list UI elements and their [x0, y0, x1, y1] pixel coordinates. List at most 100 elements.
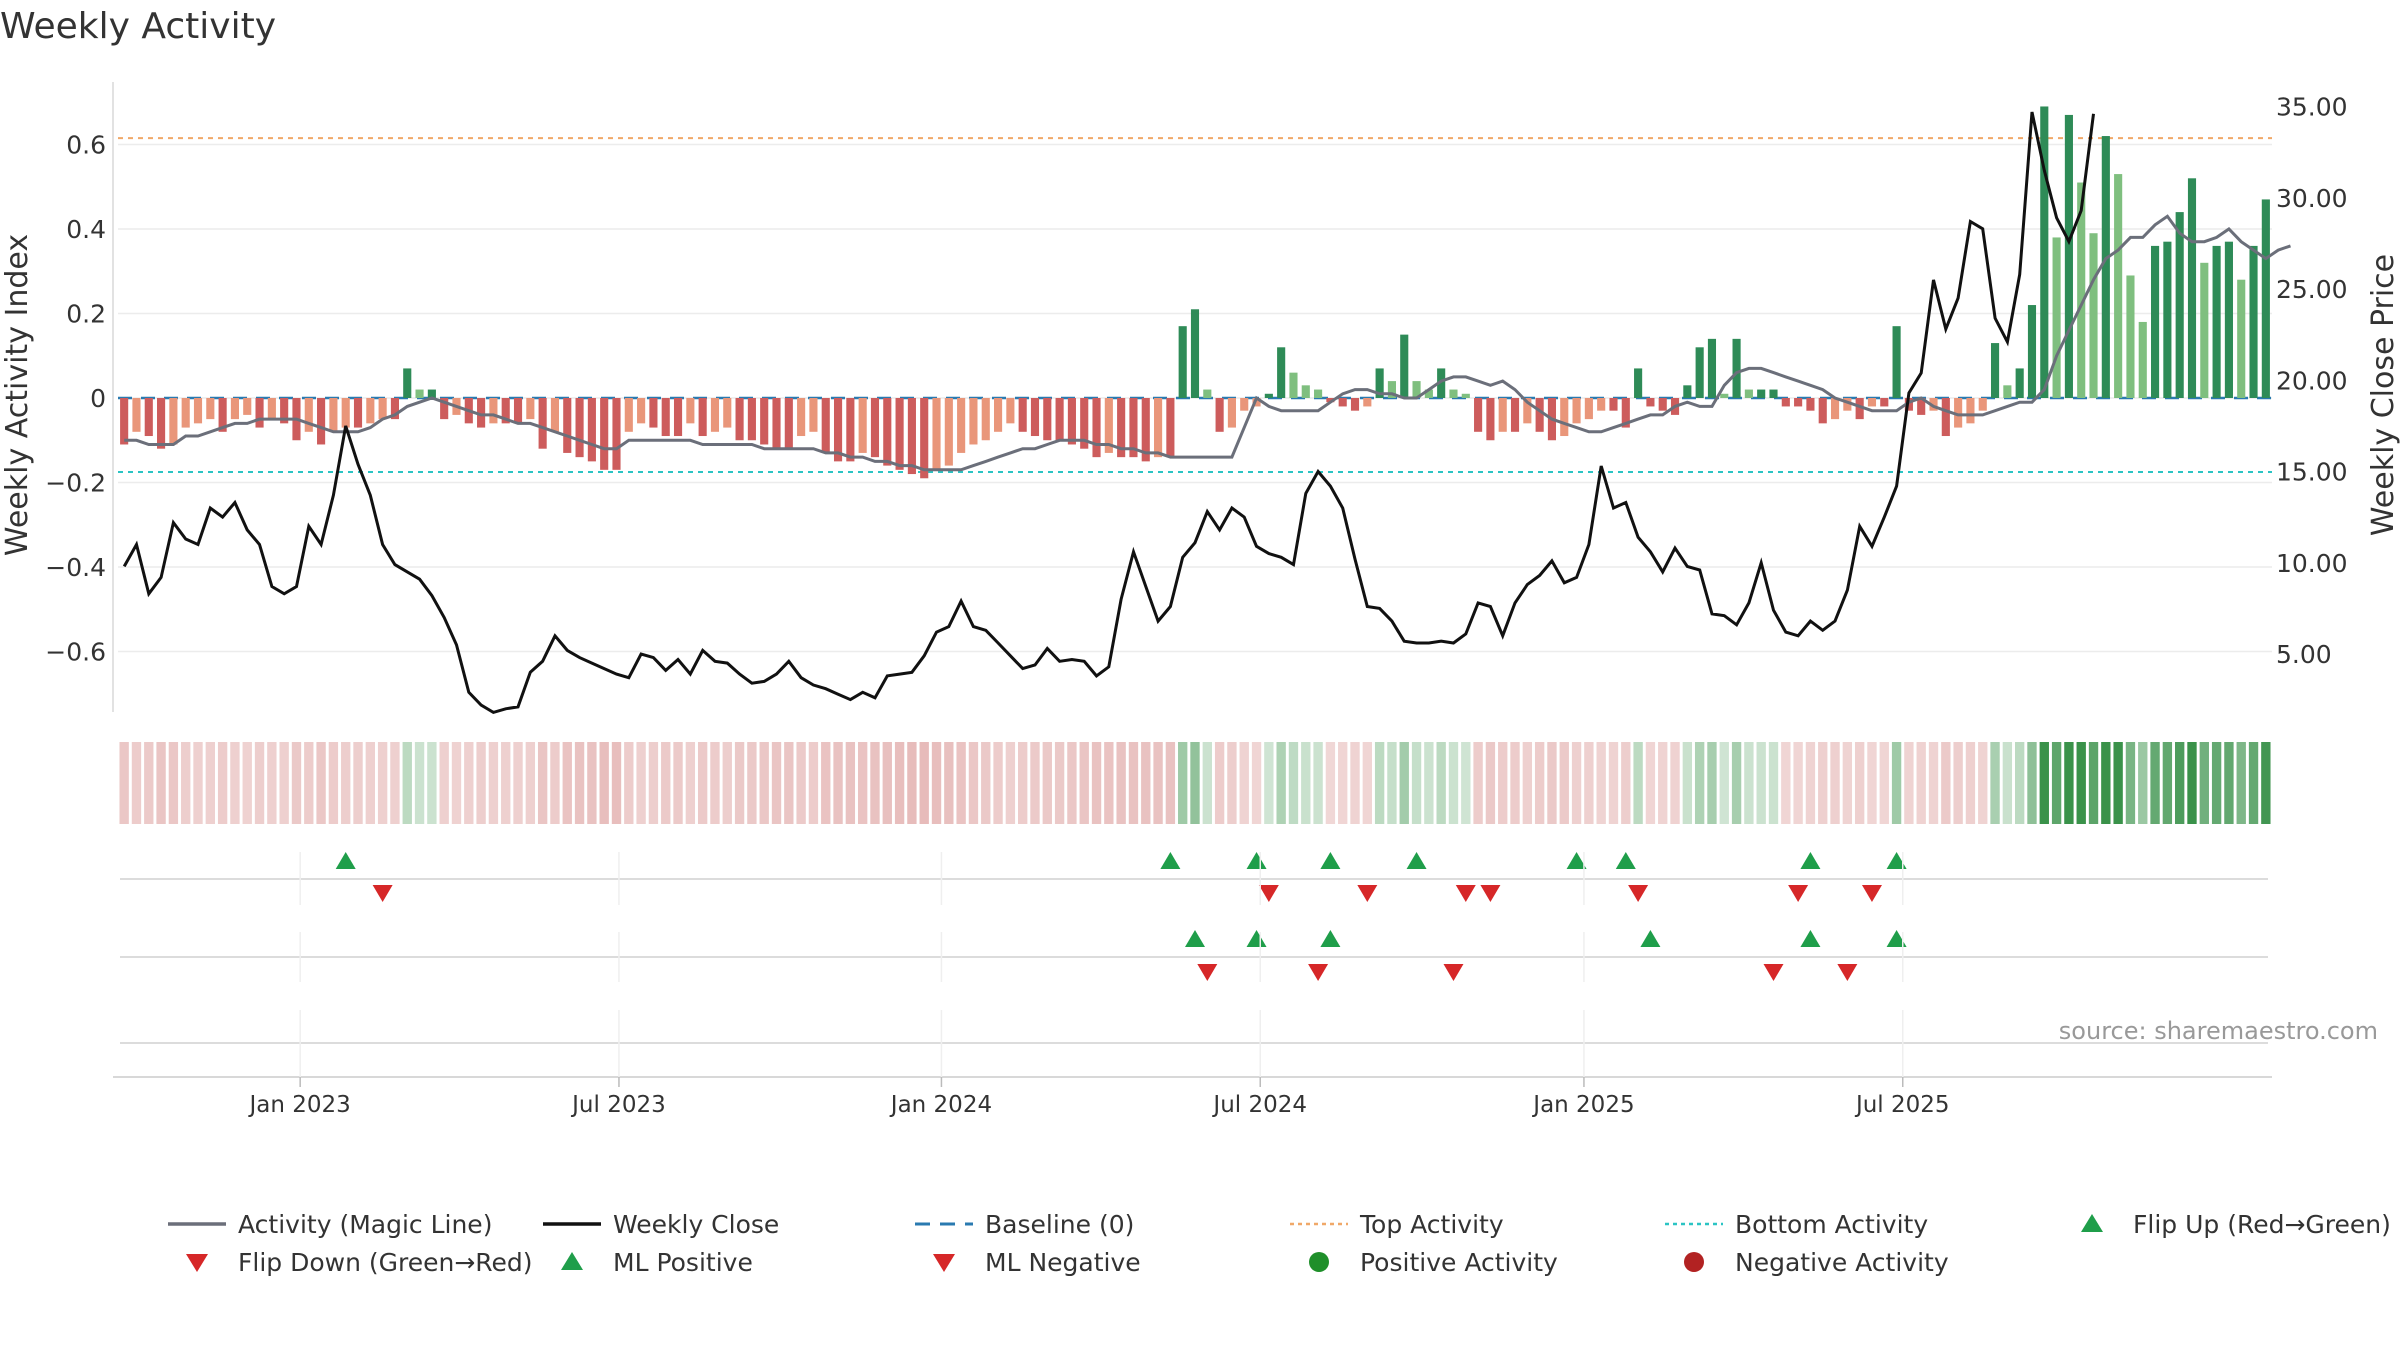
- strip-cell: [316, 742, 326, 824]
- strip-cell: [1744, 742, 1754, 824]
- strip-cell: [156, 742, 166, 824]
- activity-bar: [1043, 398, 1052, 441]
- strip-cell: [734, 742, 745, 824]
- legend-swatch-triangle-down: [186, 1254, 208, 1272]
- activity-bar: [280, 398, 289, 424]
- legend-swatch-triangle-up: [561, 1252, 583, 1270]
- strip-cell: [1522, 742, 1533, 824]
- activity-bar: [1707, 338, 1717, 398]
- strip-cell: [217, 742, 228, 824]
- strip-cell: [2211, 742, 2222, 824]
- activity-bar: [1350, 398, 1360, 411]
- activity-bar: [415, 389, 424, 398]
- activity-bar: [1314, 389, 1323, 398]
- activity-bar: [526, 398, 535, 420]
- strip-cell: [1214, 742, 1225, 824]
- flip-down-marker: [1861, 885, 1882, 902]
- strip-cell: [685, 742, 696, 824]
- activity-bar: [1498, 398, 1507, 432]
- strip-cell: [574, 742, 585, 824]
- strip-cell: [1990, 742, 2000, 824]
- strip-cell: [1362, 742, 1372, 824]
- activity-bar: [735, 398, 744, 441]
- activity-bar: [1326, 398, 1335, 403]
- strip-cell: [1054, 742, 1065, 824]
- strip-cell: [845, 742, 856, 824]
- activity-bar: [723, 398, 732, 428]
- strip-cell: [562, 742, 572, 824]
- activity-bar: [1203, 389, 1212, 398]
- strip-cell: [513, 742, 523, 824]
- axes: 0.6 0.4 0.2 0 −0.2 −0.4 −0.6 35.00 30.00 25.00 20.…: [45, 82, 2348, 712]
- activity-bar: [1966, 398, 1975, 424]
- activity-bar: [538, 398, 547, 449]
- strip-cell: [1805, 742, 1816, 824]
- activity-bar: [1683, 385, 1692, 398]
- source-note: source: sharemaestro.com: [2059, 1017, 2378, 1045]
- flip-up-marker: [1800, 852, 1821, 869]
- activity-bar: [501, 398, 510, 424]
- ml-negative-marker: [1763, 964, 1784, 981]
- strip-cell: [1288, 742, 1299, 824]
- strip-cell: [1190, 742, 1200, 824]
- x-tick-label: Jan 2024: [889, 1092, 992, 1118]
- strip-cell: [390, 742, 400, 824]
- activity-bar: [366, 398, 375, 424]
- activity-bar: [440, 398, 449, 420]
- strip-cell: [1719, 742, 1729, 824]
- strip-cell: [1916, 742, 1926, 824]
- strip-cell: [1830, 742, 1840, 824]
- strip-cell: [1374, 742, 1385, 824]
- strip-cell: [1694, 742, 1705, 824]
- strip-cell: [2088, 742, 2099, 824]
- activity-bar: [1917, 398, 1926, 415]
- strip-cell: [119, 742, 129, 824]
- legend-label: ML Negative: [985, 1248, 1141, 1277]
- flip-up-marker: [1615, 852, 1636, 869]
- magic-line-series: [124, 214, 2291, 472]
- legend-entry: Top Activity: [1290, 1210, 1504, 1239]
- activity-bar: [1375, 368, 1384, 398]
- signal-rows: [120, 852, 2268, 1044]
- activity-bar: [1141, 398, 1150, 462]
- activity-bar: [2237, 279, 2246, 398]
- activity-bar: [1301, 385, 1310, 398]
- strip-cell: [2199, 742, 2209, 824]
- activity-bar: [797, 398, 806, 437]
- strip-cell: [956, 742, 966, 824]
- reference-lines: [118, 137, 2272, 473]
- activity-bar: [2015, 368, 2024, 398]
- strip-cell: [796, 742, 806, 824]
- legend-entry: Flip Down (Green→Red): [186, 1248, 533, 1277]
- strip-cell: [1596, 742, 1606, 824]
- activity-bar: [2249, 245, 2258, 398]
- activity-bar: [1621, 398, 1630, 428]
- activity-bar: [120, 398, 129, 445]
- activity-bar: [1572, 398, 1581, 424]
- strip-cell: [2175, 742, 2185, 824]
- strip-cell: [1584, 742, 1594, 824]
- strip-cell: [648, 742, 659, 824]
- flip-down-marker: [372, 885, 393, 902]
- strip-cell: [1978, 742, 1988, 824]
- y-tick-label-left: −0.4: [45, 553, 106, 582]
- activity-bar: [1080, 398, 1089, 449]
- activity-bar: [1892, 326, 1901, 398]
- x-tick-label: Jul 2024: [1211, 1092, 1307, 1118]
- activity-bar: [1560, 398, 1569, 437]
- strip-cell: [1165, 742, 1176, 824]
- activity-bar: [747, 398, 756, 441]
- strip-cell: [1091, 742, 1102, 824]
- strip-cell: [1534, 742, 1545, 824]
- activity-bar: [1166, 398, 1175, 458]
- flip-up-marker: [1320, 852, 1341, 869]
- activity-bar: [1018, 398, 1027, 432]
- activity-bar: [489, 398, 498, 424]
- strip-cell: [1658, 742, 1668, 824]
- strip-cell: [1891, 742, 1902, 824]
- activity-bar: [1806, 398, 1815, 411]
- strip-cell: [1768, 742, 1779, 824]
- activity-bar: [2077, 182, 2086, 398]
- strip-cell: [894, 742, 905, 824]
- activity-bar: [2101, 136, 2110, 399]
